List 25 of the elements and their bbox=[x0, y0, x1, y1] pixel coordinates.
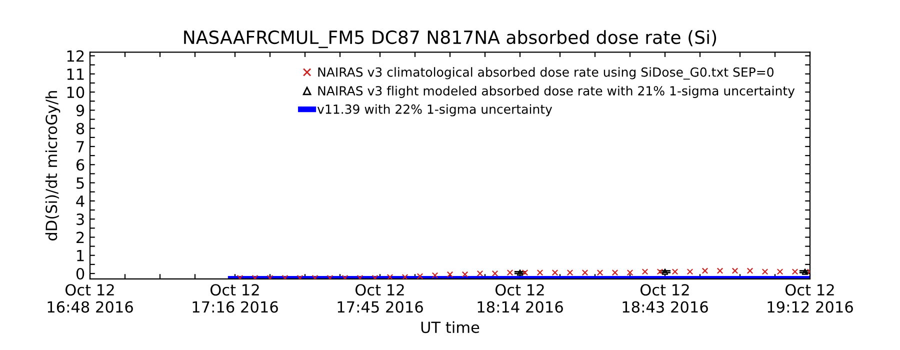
chart-title: NASAAFRCMUL_FM5 DC87 N817NA absorbed dose rate (Si) bbox=[184, 30, 716, 48]
y-tick-label: 6 bbox=[76, 159, 84, 171]
legend-label: v11.39 with 22% 1-sigma uncertainty bbox=[317, 104, 552, 116]
x-tick-label: Oct 12 19:12 2016 bbox=[768, 284, 853, 313]
legend-label: NAIRAS v3 climatological absorbed dose rate using SiDose_G0.txt SEP=0 bbox=[318, 67, 774, 80]
y-tick-label: 9 bbox=[76, 104, 84, 116]
x-axis-title: UT time bbox=[421, 321, 480, 334]
x-tick-label: Oct 12 17:45 2016 bbox=[338, 284, 423, 313]
y-axis-title: dD(Si)/dt microGy/h bbox=[45, 91, 60, 240]
x-tick-label: Oct 12 18:14 2016 bbox=[478, 284, 563, 313]
y-tick-label: 0 bbox=[76, 268, 84, 280]
x-tick-label: Oct 12 18:43 2016 bbox=[622, 284, 708, 313]
y-tick-label: 11 bbox=[67, 68, 84, 80]
y-tick-label: 5 bbox=[76, 177, 84, 189]
y-tick-label: 2 bbox=[76, 232, 84, 244]
y-tick-label: 7 bbox=[76, 141, 84, 152]
y-tick-label: 3 bbox=[76, 214, 84, 226]
y-tick-label: 4 bbox=[76, 196, 84, 207]
y-tick-label: 1 bbox=[77, 250, 84, 262]
y-tick-label: 8 bbox=[76, 122, 84, 134]
x-tick-label: Oct 12 17:16 2016 bbox=[192, 284, 278, 313]
x-tick-label: Oct 12 16:48 2016 bbox=[48, 284, 133, 313]
legend-label: NAIRAS v3 flight modeled absorbed dose rate with 21% 1-sigma uncertainty bbox=[318, 86, 795, 98]
y-tick-label: 10 bbox=[67, 86, 84, 98]
y-tick-label: 12 bbox=[67, 50, 84, 62]
